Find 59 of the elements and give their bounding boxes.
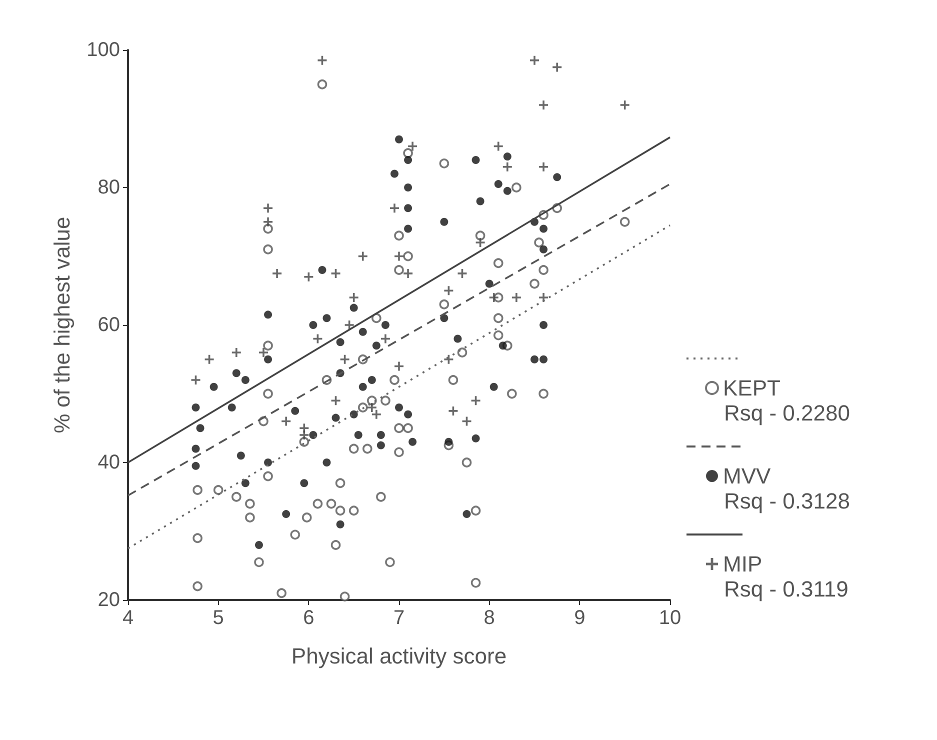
point: [304, 272, 314, 282]
point: [530, 56, 539, 65]
point: [232, 348, 241, 357]
point: [444, 286, 454, 296]
point: [394, 252, 404, 261]
point: [331, 268, 340, 278]
y-tick-label: 20: [98, 589, 120, 611]
point: [620, 100, 630, 110]
y-tick-label: 100: [86, 39, 120, 61]
legend-label: MVV: [723, 464, 771, 488]
text: Rsq - 0.3119: [724, 576, 848, 602]
point: [552, 62, 562, 72]
point: [367, 403, 376, 412]
x-tick-label: 9: [574, 607, 586, 629]
point: [404, 268, 413, 278]
x-axis-title: Physical activity score: [291, 644, 507, 668]
point: [204, 354, 214, 364]
point: [408, 142, 418, 151]
point: [372, 410, 381, 419]
x-tick-label: 10: [658, 607, 682, 629]
point: [264, 204, 273, 213]
x-tick-label: 8: [484, 607, 495, 629]
y-tick-label: 40: [98, 452, 120, 474]
point: [390, 204, 399, 213]
point: [448, 406, 458, 416]
x-tick-label: 6: [303, 607, 314, 629]
point: [282, 416, 291, 426]
point: [494, 142, 503, 151]
x-tick-label: 5: [212, 607, 224, 629]
point: [349, 293, 358, 302]
text: Rsq - 0.2280: [724, 400, 850, 426]
point: [471, 396, 480, 406]
point: [380, 334, 390, 344]
point: [344, 320, 354, 330]
x-tick-label: 4: [122, 607, 134, 629]
point: [489, 293, 498, 302]
point: [300, 424, 309, 433]
point: [340, 354, 350, 364]
point: [358, 252, 368, 261]
point: [539, 100, 548, 110]
y-tick-label: 80: [98, 176, 120, 198]
point: [259, 348, 268, 357]
point: [476, 238, 485, 247]
point: [458, 268, 467, 278]
y-axis-title: % of the highest value: [50, 216, 74, 434]
text: Rsq - 0.3128: [724, 488, 850, 514]
y-tick-label: 60: [98, 314, 120, 336]
point: [331, 396, 340, 406]
point: [272, 268, 282, 278]
point: [264, 217, 273, 226]
x-tick-label: 7: [393, 607, 405, 629]
legend-label: KEPT: [723, 376, 780, 400]
point: [539, 162, 548, 172]
point: [512, 293, 521, 302]
legend-label: MIP: [723, 552, 762, 576]
point: [191, 376, 200, 384]
point: [502, 162, 512, 172]
point: [394, 362, 404, 371]
point: [444, 354, 454, 364]
